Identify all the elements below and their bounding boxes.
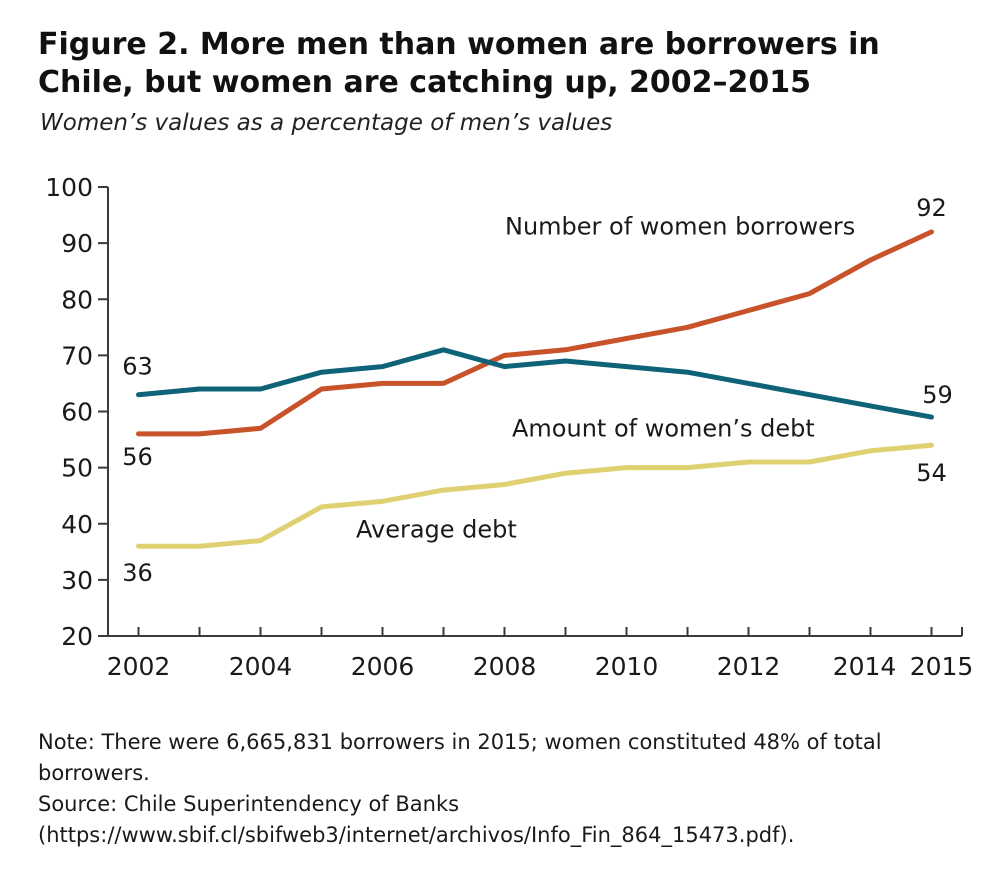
y-tick-label: 90 [61,229,93,258]
x-tick-label: 2006 [351,652,415,681]
series-end-value-label: 92 [916,194,947,222]
x-tick-label: 2002 [107,652,171,681]
y-tick-label: 40 [61,510,93,539]
series-end-value-label: 59 [922,381,953,409]
x-tick-label: 2015 [910,652,974,681]
source-text: Source: Chile Superintendency of Banks (… [38,792,795,847]
y-tick-label: 60 [61,398,93,427]
series-start-value-label: 36 [122,559,153,587]
y-tick-label: 70 [61,341,93,370]
series-line [136,347,934,420]
x-tick-label: 2008 [473,652,537,681]
chart-axes: 20 30 40 50 60 70 80 90 100 2002 2004 2006 2008 2010 2… [45,173,973,681]
series-name-label: Number of women borrowers [505,212,855,240]
chart-lines [136,229,934,549]
series-end-value-label: 54 [916,459,947,487]
chart-subtitle: Women’s values as a percentage of men’s … [40,110,613,136]
y-tick-label: 80 [61,285,93,314]
y-tick-label: 50 [61,454,93,483]
y-tick-label: 30 [61,566,93,595]
series-name-label: Amount of women’s debt [512,414,815,442]
note-text: Note: There were 6,665,831 borrowers in … [38,730,882,785]
chart-note-block: Note: There were 6,665,831 borrowers in … [38,727,978,851]
chart-title: Figure 2. More men than women are borrow… [38,27,880,100]
series-start-value-label: 56 [122,443,153,471]
x-tick-label: 2012 [717,652,781,681]
series-start-value-label: 63 [122,353,153,381]
x-tick-label: 2010 [595,652,659,681]
line-chart: 20 30 40 50 60 70 80 90 100 2002 2004 2006 2008 2010 2… [45,173,973,681]
series-line [136,229,934,437]
x-tick-label: 2004 [229,652,293,681]
y-tick-label: 20 [61,622,93,651]
series-name-label: Average debt [356,515,517,543]
y-tick-label: 100 [45,173,93,202]
chart-labels: Number of women borrowers Amount of women… [122,194,953,587]
series-line [136,442,934,549]
x-tick-label: 2014 [833,652,897,681]
